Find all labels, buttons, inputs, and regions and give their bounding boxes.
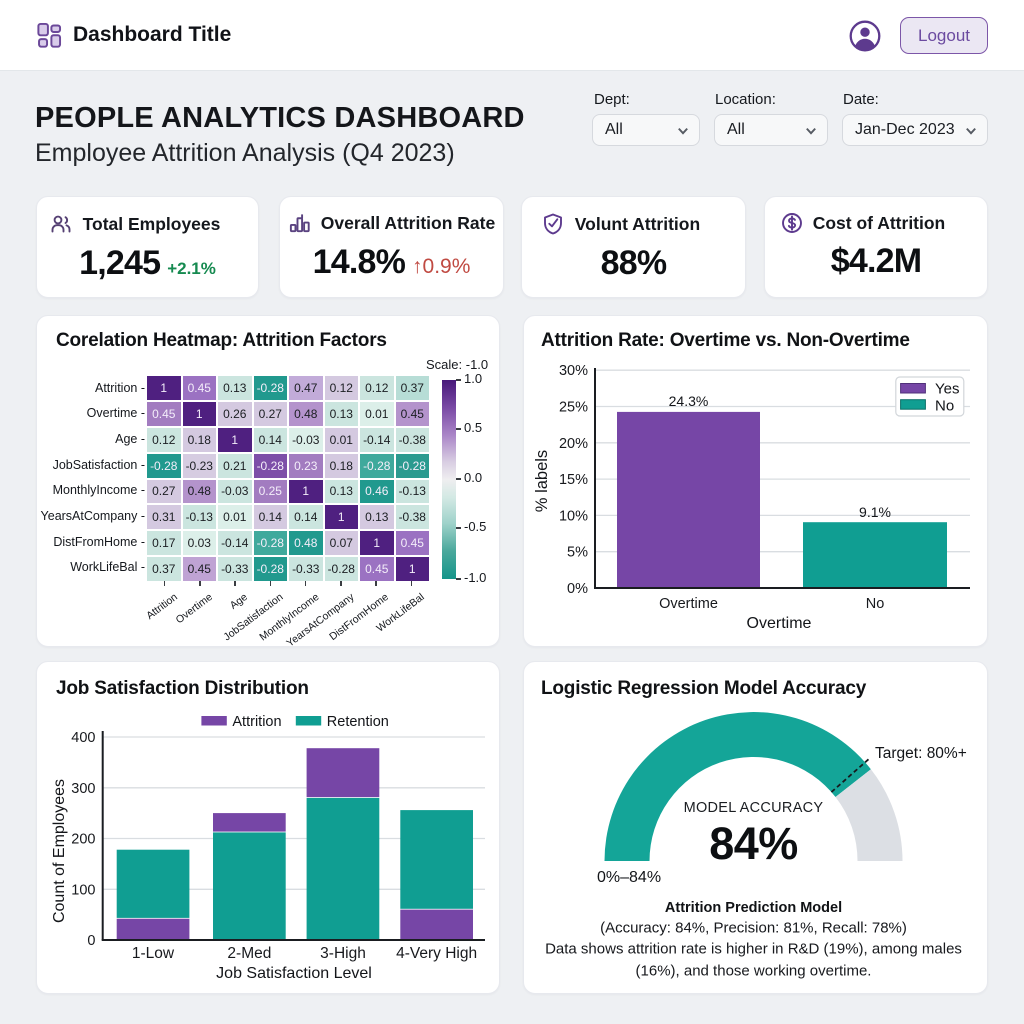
- svg-text:4-Very High: 4-Very High: [396, 945, 477, 962]
- svg-text:Data shows attrition rate is h: Data shows attrition rate is higher in R…: [545, 941, 962, 958]
- svg-text:MODEL ACCURACY: MODEL ACCURACY: [684, 800, 824, 816]
- svg-text:Attrition Prediction Model: Attrition Prediction Model: [665, 900, 842, 916]
- svg-text:25%: 25%: [559, 400, 588, 416]
- svg-text:No: No: [866, 596, 885, 612]
- svg-text:Count of Employees: Count of Employees: [51, 779, 68, 923]
- svg-text:Yes: Yes: [935, 381, 959, 398]
- svg-text:Retention: Retention: [327, 714, 389, 730]
- svg-text:Overtime: Overtime: [659, 596, 718, 612]
- svg-text:1-Low: 1-Low: [132, 945, 175, 962]
- svg-text:9.1%: 9.1%: [859, 504, 891, 520]
- svg-text:400: 400: [71, 730, 95, 746]
- svg-text:84%: 84%: [709, 818, 798, 869]
- svg-text:Attrition: Attrition: [232, 714, 281, 730]
- svg-text:30%: 30%: [559, 363, 588, 379]
- svg-text:0: 0: [87, 933, 95, 949]
- svg-text:10%: 10%: [559, 508, 588, 524]
- svg-text:(16%), and those working overt: (16%), and those working overtime.: [636, 963, 872, 980]
- svg-text:2-Med: 2-Med: [227, 945, 271, 962]
- svg-text:0%–84%: 0%–84%: [597, 869, 661, 886]
- svg-text:No: No: [935, 398, 954, 415]
- svg-text:Job Satisfaction Level: Job Satisfaction Level: [216, 965, 372, 982]
- svg-text:300: 300: [71, 781, 95, 797]
- svg-text:Overtime: Overtime: [747, 615, 812, 632]
- svg-text:Target: 80%+: Target: 80%+: [875, 745, 967, 762]
- svg-text:3-High: 3-High: [320, 945, 366, 962]
- svg-text:200: 200: [71, 832, 95, 848]
- svg-text:(Accuracy: 84%, Precision: 81%: (Accuracy: 84%, Precision: 81%, Recall: …: [600, 920, 907, 937]
- svg-text:15%: 15%: [559, 472, 588, 488]
- svg-text:% labels: % labels: [533, 450, 551, 512]
- svg-text:24.3%: 24.3%: [669, 393, 709, 409]
- svg-text:100: 100: [71, 882, 95, 898]
- svg-text:20%: 20%: [559, 436, 588, 452]
- svg-text:5%: 5%: [567, 545, 588, 561]
- svg-text:0%: 0%: [567, 581, 588, 597]
